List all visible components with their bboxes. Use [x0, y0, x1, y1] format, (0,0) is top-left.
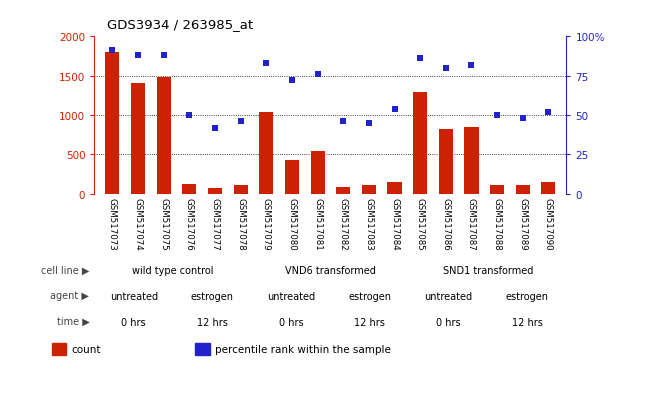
Point [415, 56, 425, 62]
Point [133, 53, 143, 59]
Text: count: count [72, 344, 101, 354]
Bar [234, 186, 247, 194]
Text: VND6 transformed: VND6 transformed [285, 266, 376, 275]
Bar [516, 185, 530, 194]
Text: GSM517079: GSM517079 [262, 197, 271, 250]
Text: 0 hrs: 0 hrs [279, 317, 303, 327]
Bar [413, 93, 427, 194]
Text: SND1 transformed: SND1 transformed [443, 266, 533, 275]
Bar [336, 187, 350, 194]
Text: GSM517077: GSM517077 [210, 197, 219, 250]
Text: GSM517087: GSM517087 [467, 197, 476, 250]
Text: GSM517082: GSM517082 [339, 197, 348, 250]
Text: GSM517085: GSM517085 [415, 197, 424, 250]
Point [466, 62, 477, 69]
Text: 12 hrs: 12 hrs [354, 317, 385, 327]
Point [107, 48, 118, 55]
Bar [490, 185, 504, 194]
Bar [362, 185, 376, 194]
Text: estrogen: estrogen [191, 291, 234, 301]
Text: estrogen: estrogen [348, 291, 391, 301]
Point [543, 109, 553, 116]
Bar [285, 161, 299, 194]
Text: 12 hrs: 12 hrs [512, 317, 542, 327]
Point [441, 65, 451, 72]
Bar [195, 343, 210, 355]
Text: 12 hrs: 12 hrs [197, 317, 228, 327]
Text: untreated: untreated [267, 291, 315, 301]
Point [338, 119, 348, 125]
Bar [387, 182, 402, 194]
Text: time ▶: time ▶ [57, 316, 89, 326]
Bar [131, 84, 145, 194]
Text: estrogen: estrogen [506, 291, 549, 301]
Text: GDS3934 / 263985_at: GDS3934 / 263985_at [107, 18, 253, 31]
Bar [182, 185, 197, 194]
Point [389, 106, 400, 113]
Point [158, 53, 169, 59]
Text: untreated: untreated [109, 291, 158, 301]
Text: agent ▶: agent ▶ [50, 291, 89, 301]
Bar [157, 78, 171, 194]
Point [236, 119, 246, 125]
Text: GSM517080: GSM517080 [287, 197, 296, 250]
Point [210, 125, 220, 131]
Text: 0 hrs: 0 hrs [122, 317, 146, 327]
Text: percentile rank within the sample: percentile rank within the sample [215, 344, 391, 354]
Text: GSM517075: GSM517075 [159, 197, 168, 250]
Bar [311, 151, 325, 194]
Point [312, 71, 323, 78]
Bar [208, 188, 222, 194]
Point [261, 61, 271, 67]
Bar [464, 127, 478, 194]
Point [492, 112, 503, 119]
Point [184, 112, 195, 119]
Text: 0 hrs: 0 hrs [436, 317, 461, 327]
Bar [52, 343, 66, 355]
Text: GSM517090: GSM517090 [544, 197, 553, 250]
Text: GSM517083: GSM517083 [365, 197, 374, 250]
Point [364, 120, 374, 127]
Text: GSM517074: GSM517074 [133, 197, 143, 250]
Text: GSM517081: GSM517081 [313, 197, 322, 250]
Text: GSM517084: GSM517084 [390, 197, 399, 250]
Bar [439, 130, 453, 194]
Bar [542, 183, 555, 194]
Bar [105, 53, 119, 194]
Bar [259, 112, 273, 194]
Text: GSM517076: GSM517076 [185, 197, 194, 250]
Text: cell line ▶: cell line ▶ [41, 265, 89, 275]
Text: GSM517088: GSM517088 [493, 197, 502, 250]
Text: GSM517073: GSM517073 [108, 197, 117, 250]
Text: GSM517086: GSM517086 [441, 197, 450, 250]
Point [286, 78, 297, 84]
Text: untreated: untreated [424, 291, 473, 301]
Text: GSM517089: GSM517089 [518, 197, 527, 250]
Text: GSM517078: GSM517078 [236, 197, 245, 250]
Point [518, 116, 528, 122]
Text: wild type control: wild type control [132, 266, 214, 275]
